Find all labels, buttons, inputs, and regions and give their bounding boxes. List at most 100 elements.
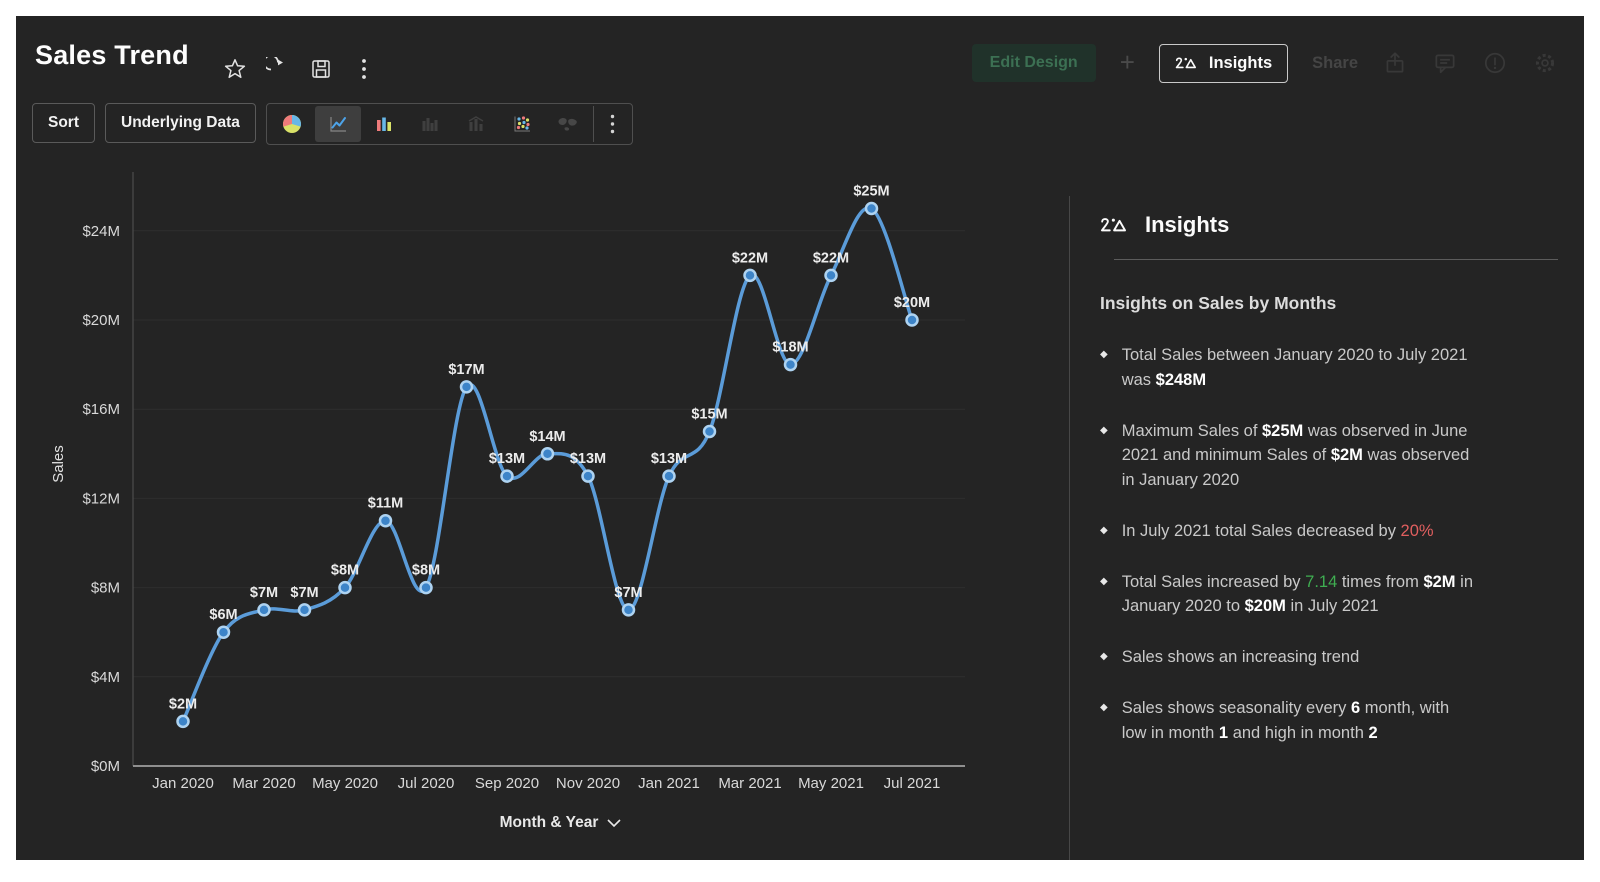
bar-chart-icon[interactable] [361,106,407,142]
data-point-marker[interactable] [905,313,919,327]
data-point-label: $8M [331,563,359,579]
x-axis-title: Month & Year [500,814,599,831]
insights-button-label: Insights [1208,53,1273,72]
data-point-marker[interactable] [743,268,757,283]
save-icon[interactable] [308,56,334,82]
alert-icon[interactable] [1482,50,1508,76]
comment-icon[interactable] [1432,50,1458,76]
diamond-bullet-icon: ◆ [1100,524,1108,536]
insight-item: ◆ Sales shows seasonality every 6 month, … [1100,696,1558,746]
x-tick-label: Jan 2020 [152,775,214,792]
insights-panel-title: Insights [1145,212,1230,237]
kebab-icon[interactable] [351,56,377,82]
zia-icon [1175,56,1200,71]
export-icon[interactable] [1382,50,1408,76]
pie-chart-icon[interactable] [269,106,315,142]
sales-line-chart: $0M $4M $8M $12M $16M $20M $24M Sales Jan 2020 Ma… [50,172,965,831]
diamond-bullet-icon: ◆ [1100,349,1108,360]
y-tick-label: $0M [91,758,120,775]
x-tick-label: Nov 2020 [556,775,620,792]
data-point-label: $7M [290,585,318,601]
scatter-chart-icon[interactable] [499,106,545,142]
series-line [181,206,914,724]
diamond-bullet-icon: ◆ [1100,424,1108,436]
insights-list: ◆ Total Sales between January 2020 to Jul… [1100,343,1558,745]
data-point-marker[interactable] [864,201,879,216]
x-axis-field-selector[interactable]: Month & Year [500,814,621,831]
data-point-marker[interactable] [621,603,636,617]
data-point-marker[interactable] [297,603,312,617]
insight-text: Maximum Sales of $25M was observed in Ju… [1121,421,1470,490]
y-tick-label: $8M [91,580,120,597]
analytics-app: Sales Trend Edit Design [16,16,1584,860]
refresh-icon[interactable] [265,56,291,82]
data-point-marker[interactable] [338,580,352,595]
page-title: Sales Trend [35,40,189,70]
insights-divider [1114,259,1558,260]
insight-text: In July 2021 total Sales decreased by 20… [1121,521,1434,540]
star-icon[interactable] [222,56,248,82]
data-point-label: $22M [732,250,768,266]
insight-item: ◆ Sales shows an increasing trend [1100,645,1558,670]
data-point-label: $15M [691,407,727,423]
x-tick-label: Mar 2020 [232,775,295,792]
underlying-data-button[interactable]: Underlying Data [105,103,256,143]
insight-item: ◆ Maximum Sales of $25M was observed in J… [1100,419,1558,493]
data-point-marker[interactable] [378,513,393,528]
insight-text: Total Sales between January 2020 to July… [1121,346,1468,389]
insight-item: ◆ Total Sales increased by 7.14 times fro… [1100,570,1558,620]
data-point-marker[interactable] [216,625,231,639]
insights-button[interactable]: Insights [1158,43,1289,83]
plus-icon[interactable]: + [1119,46,1135,77]
data-point-marker[interactable] [662,469,676,483]
header-right-actions: Edit Design + Insights Share [971,42,1558,84]
more-chart-types-icon[interactable] [596,106,630,142]
x-tick-label: Sep 2020 [475,775,539,792]
chart-type-switcher [265,103,633,145]
data-point-label: $18M [772,340,808,356]
report-actions [222,56,377,82]
chevron-down-icon [607,819,621,828]
line-chart-icon[interactable] [314,106,361,142]
x-tick-label: Jul 2021 [884,775,941,792]
y-tick-label: $12M [82,490,120,507]
data-point-marker[interactable] [783,357,798,372]
data-point-label: $13M [489,451,525,467]
y-tick-label: $20M [82,312,120,329]
data-point-marker[interactable] [176,714,190,729]
data-point-marker[interactable] [500,469,514,483]
data-point-label: $6M [209,607,237,623]
data-point-marker[interactable] [459,380,474,394]
data-point-marker[interactable] [540,447,555,461]
insight-text: Sales shows seasonality every 6 month, w… [1121,698,1450,742]
y-tick-label: $16M [82,401,120,418]
data-point-label: $13M [651,451,687,467]
x-tick-label: Mar 2021 [718,775,781,792]
data-point-marker[interactable] [257,603,271,617]
insights-panel-header: Insights [1100,212,1558,238]
x-tick-label: May 2020 [312,775,378,792]
data-point-label: $2M [169,696,197,712]
clustered-bar-chart-icon[interactable] [407,106,453,142]
settings-gear-icon[interactable] [1532,50,1558,76]
data-point-label: $13M [570,451,606,467]
share-button[interactable]: Share [1312,53,1358,72]
data-point-label: $11M [368,496,403,512]
x-tick-label: May 2021 [798,775,864,792]
diamond-bullet-icon: ◆ [1100,575,1108,587]
x-tick-label: Jan 2021 [638,775,700,792]
zia-icon [1100,216,1131,235]
data-point-label: $7M [614,585,642,601]
map-chart-icon[interactable] [545,106,591,142]
y-axis-title: Sales [50,445,67,483]
insight-text: Total Sales increased by 7.14 times from… [1121,572,1473,616]
combo-chart-icon[interactable] [453,106,499,142]
data-point-marker[interactable] [702,424,717,439]
data-point-marker[interactable] [824,268,838,283]
data-point-marker[interactable] [581,469,595,483]
data-point-marker[interactable] [419,580,433,595]
edit-design-button[interactable]: Edit Design [971,44,1096,82]
sort-button[interactable]: Sort [32,103,95,143]
toolbar-separator [592,106,594,142]
data-point-label: $7M [250,585,278,601]
